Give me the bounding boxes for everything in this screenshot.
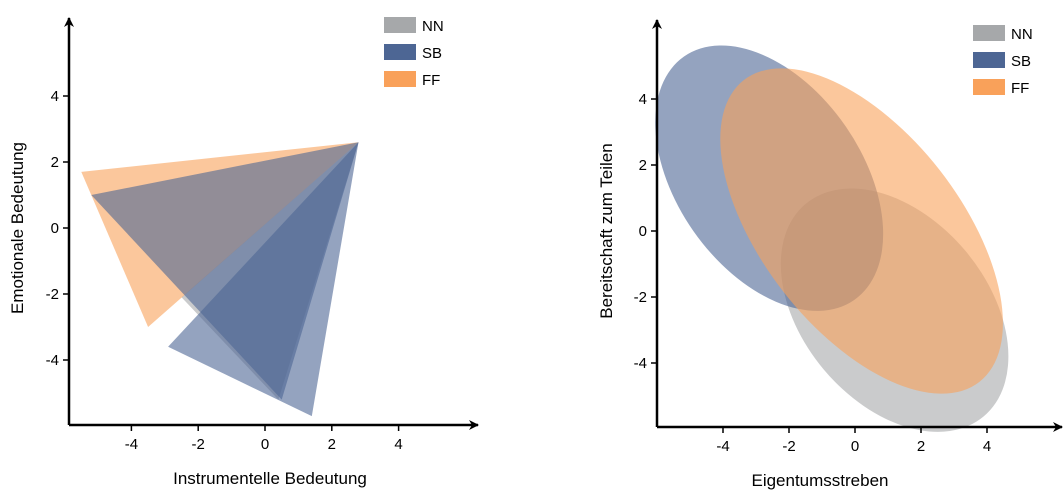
- legend-label-ff: FF: [422, 72, 440, 89]
- legend: NN SB FF: [384, 17, 444, 89]
- chart-ellipses: -4 -2 0 2 4 4 2 0 -2 -4 Eigentumsstreben Bereitscha…: [597, 19, 1063, 490]
- x-tick-label: 2: [917, 438, 925, 455]
- legend-swatch-nn: [973, 25, 1005, 41]
- ellipse-ff: [720, 68, 1003, 394]
- legend-label-nn: NN: [1011, 26, 1033, 43]
- legend-label-sb: SB: [1011, 53, 1031, 70]
- x-tick-label: -4: [125, 436, 138, 453]
- legend-swatch-sb: [384, 44, 416, 60]
- x-tick-label: 0: [261, 436, 269, 453]
- legend: NN SB FF: [973, 25, 1033, 97]
- y-tick-label: 0: [639, 223, 647, 240]
- y-tick-label: -2: [46, 286, 59, 303]
- x-tick-label: -2: [782, 438, 795, 455]
- y-tick-label: 4: [51, 88, 59, 105]
- legend-swatch-ff: [973, 79, 1005, 95]
- y-tick-label: -4: [46, 352, 59, 369]
- x-axis-label: Eigentumsstreben: [751, 471, 888, 490]
- x-axis-label: Instrumentelle Bedeutung: [173, 469, 367, 488]
- x-tick-label: 2: [328, 436, 336, 453]
- y-tick-label: 4: [639, 91, 647, 108]
- x-tick-label: 0: [851, 438, 859, 455]
- x-tick-label: -2: [192, 436, 205, 453]
- y-tick-label: 2: [639, 157, 647, 174]
- chart-triangles: -4 -2 0 2 4 4 2 0 -2 -4 Instrumentelle Bedeutung Em…: [8, 17, 479, 488]
- legend-swatch-sb: [973, 52, 1005, 68]
- y-tick-label: -2: [634, 289, 647, 306]
- x-tick-label: 4: [394, 436, 402, 453]
- y-axis-label: Bereitschaft zum Teilen: [597, 143, 616, 318]
- y-axis-label: Emotionale Bedeutung: [8, 142, 27, 314]
- legend-label-ff: FF: [1011, 80, 1029, 97]
- region-sb-3: [91, 142, 359, 400]
- x-tick-label: 4: [983, 438, 991, 455]
- legend-swatch-ff: [384, 71, 416, 87]
- legend-label-sb: SB: [422, 45, 442, 62]
- y-tick-label: 2: [51, 154, 59, 171]
- y-tick-label: 0: [51, 220, 59, 237]
- legend-swatch-nn: [384, 17, 416, 33]
- y-tick-label: -4: [634, 355, 647, 372]
- legend-label-nn: NN: [422, 18, 444, 35]
- x-tick-label: -4: [716, 438, 729, 455]
